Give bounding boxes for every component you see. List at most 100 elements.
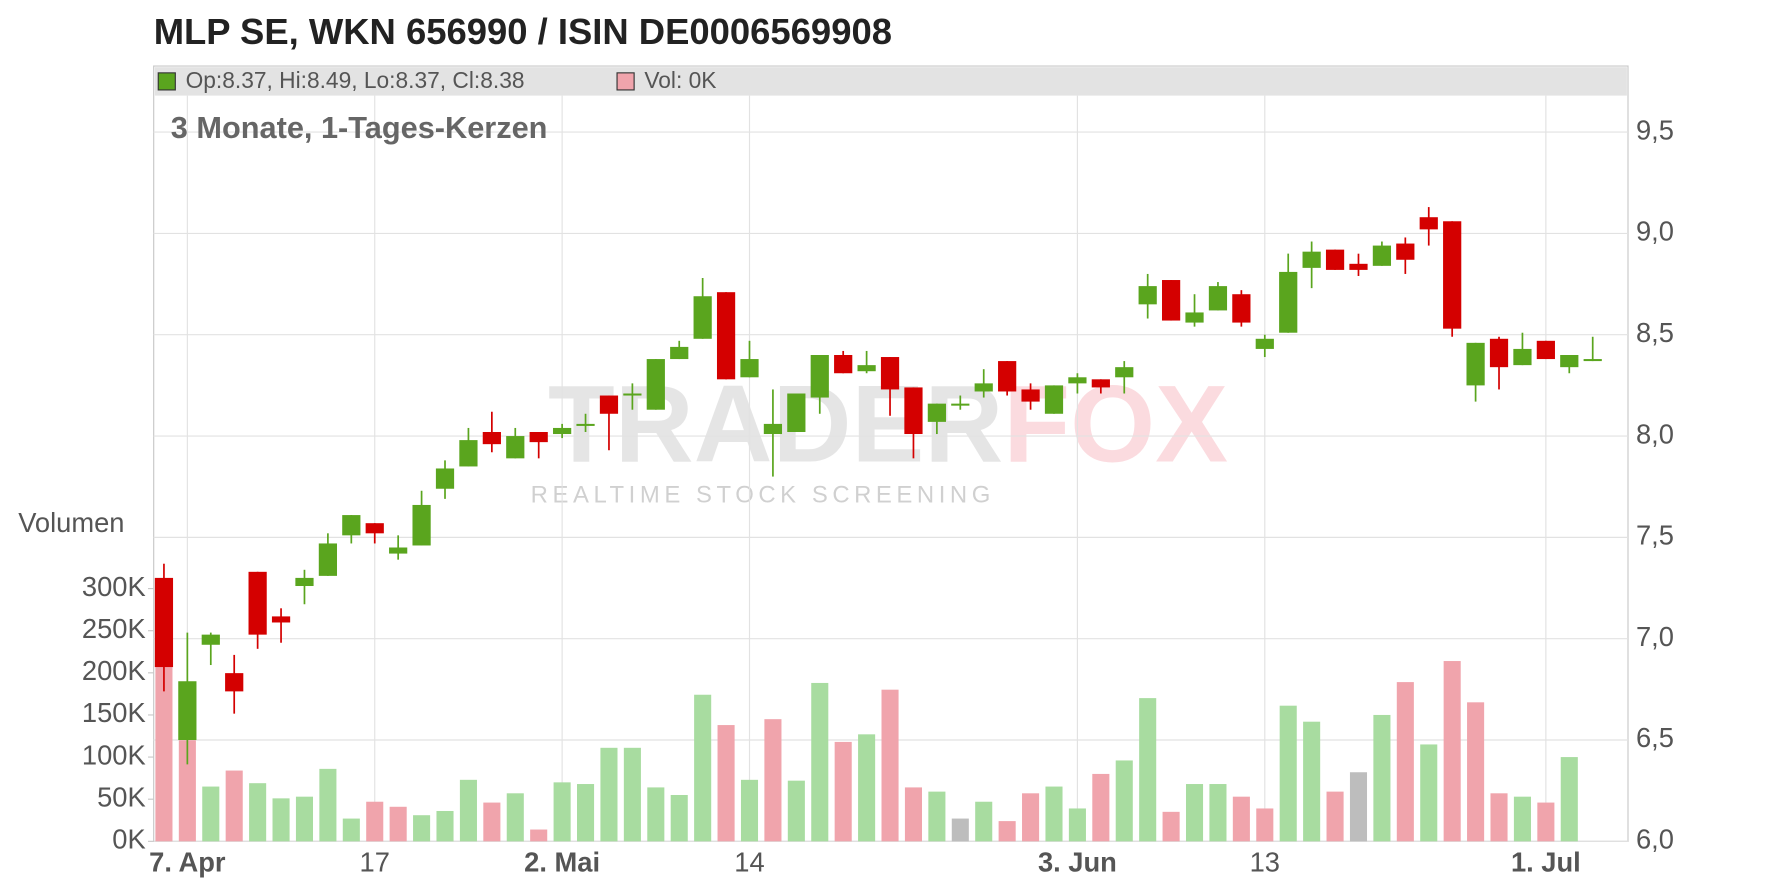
x-tick-label: 17 [360,846,390,877]
candle-body [1349,263,1368,270]
volume-bar [1303,721,1321,842]
y-tick-label: 7,5 [1636,520,1674,551]
y-tick-label: 9,0 [1636,216,1674,247]
candle-body [201,634,220,645]
volume-bar [155,664,173,842]
volume-bar [998,821,1016,842]
volume-bar [1185,784,1204,842]
legend-ohlc: Op:8.37, Hi:8.49, Lo:8.37, Cl:8.38 [186,67,525,93]
candle-body [318,543,338,576]
candle-body [927,403,946,422]
candle-body [295,577,314,587]
candle-body [342,515,361,536]
y-tick-label: 6,0 [1636,824,1674,855]
x-tick-label: 13 [1250,846,1280,877]
candle-body [740,359,759,378]
volume-bar [1443,661,1461,842]
candle-body [412,504,431,546]
candle-body [389,547,408,554]
volume-bar [1115,760,1133,842]
watermark-tagline: REALTIME STOCK SCREENING [531,482,995,509]
volume-bar [1209,784,1227,842]
candle-body [904,387,923,435]
volume-bar [623,747,641,842]
candle-body [1513,348,1532,366]
candle-body [623,393,642,396]
candle-body [599,395,619,414]
volume-bar [811,682,829,842]
candle-body [178,681,197,741]
candle-body [576,423,595,426]
candle-body [834,355,853,374]
volume-bar [1092,773,1110,842]
candle-body [482,432,501,445]
candle-body [1232,294,1251,323]
candle-body [1138,286,1157,305]
y-tick-label: 8,5 [1636,317,1674,348]
volume-bar [717,725,735,842]
volume-bar [1373,714,1391,842]
y-tick-label: 7,0 [1636,621,1674,652]
volume-bar [670,794,688,842]
volume-bar [225,770,243,842]
candle-body [1396,243,1415,260]
volume-bar [1560,757,1578,842]
volume-bar [975,801,993,842]
candle-body [1583,359,1602,362]
volume-bar [904,787,922,842]
volume-bar [1256,808,1274,842]
y-tick-label: 8,0 [1636,418,1674,449]
candle-body [1161,280,1181,321]
candle-body [1489,338,1509,368]
volume-tick-label: 200K [82,655,146,686]
candle-body [1419,217,1438,230]
candle-body [787,393,806,433]
candle-body [1466,342,1485,386]
volume-tick-label: 100K [82,739,146,770]
volume-bar [436,810,454,842]
candle-body [1021,389,1040,402]
candle-body [459,440,478,467]
x-tick-label: 7. Apr [149,846,226,877]
candle-body [880,357,900,390]
volume-bar [1162,811,1180,842]
watermark-logo-part: FOX [1003,363,1228,485]
volume-bar [1022,793,1040,842]
volume-bar [694,694,712,842]
legend-swatch-volume [616,72,635,91]
volume-bar [600,747,618,842]
candle-body [506,436,525,459]
candle-body [1560,355,1579,368]
volume-bar [295,796,314,842]
volume-bar [1420,744,1438,842]
volume-bar [787,780,805,842]
volume-tick-label: 0K [112,824,145,855]
volume-bar [483,802,501,842]
candle-body [810,355,829,398]
volume-bar [764,719,782,842]
candle-body [1115,367,1134,378]
volume-axis-label: Volumen [18,507,124,538]
volume-bar [506,793,524,842]
candle-body [529,432,548,443]
candle-body [225,673,244,692]
subtitle: 3 Monate, 1-Tages-Kerzen [171,110,548,145]
volume-bar [1467,702,1485,842]
volume-bar [1396,682,1414,842]
chart-title: MLP SE, WKN 656990 / ISIN DE0006569908 [154,11,892,52]
y-tick-label: 6,5 [1636,722,1674,753]
x-tick-label: 3. Jun [1038,846,1117,877]
candle-body [1536,340,1555,360]
volume-tick-label: 250K [82,613,146,644]
volume-bar [1537,802,1555,842]
candle-body [716,292,736,380]
volume-bar [1068,808,1086,842]
candle-body [365,523,384,534]
candle-body [974,383,993,392]
volume-tick-label: 150K [82,697,146,728]
candle-body [1185,312,1204,323]
volume-bar [530,829,548,842]
volume-bar [319,768,337,842]
